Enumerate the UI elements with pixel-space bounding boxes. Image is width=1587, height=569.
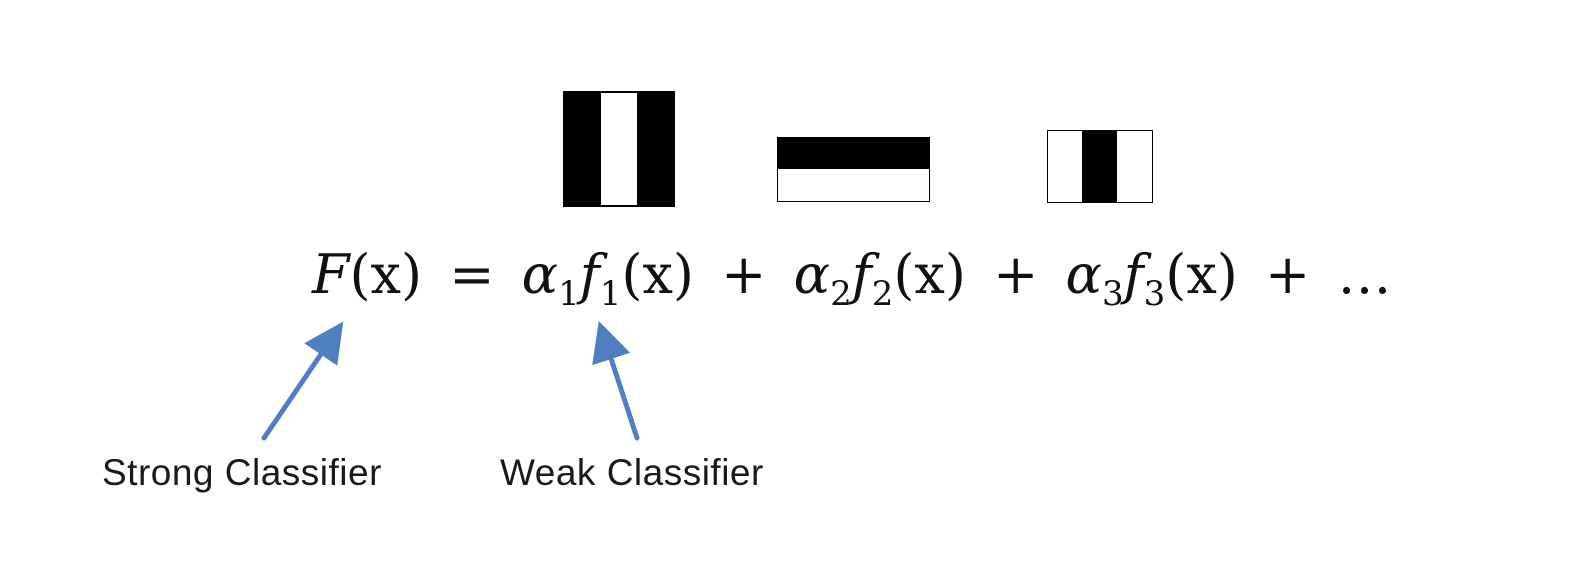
plus-sign: +	[1265, 243, 1311, 306]
feature-band	[778, 169, 929, 201]
feature-band	[1082, 131, 1117, 202]
weight-symbol: α	[793, 243, 831, 306]
term-argument: (x)	[621, 243, 694, 306]
strong-classifier-symbol: F	[312, 243, 350, 306]
weight-symbol: α	[521, 243, 559, 306]
feature-band	[1117, 131, 1152, 202]
equals-sign: =	[449, 243, 495, 306]
term-argument: (x)	[1165, 243, 1238, 306]
haar-feature-vertical-three-band-center-dark	[1047, 130, 1153, 203]
feature-band	[565, 93, 601, 205]
feature-band	[601, 93, 637, 205]
weak-classifier-subscript: 3	[1143, 274, 1166, 314]
weak-classifier-symbol: f	[851, 243, 872, 306]
plus-sign: +	[721, 243, 767, 306]
plus-sign: +	[993, 243, 1039, 306]
weak-classifier-label: Weak Classifier	[500, 452, 764, 493]
weight-symbol: α	[1065, 243, 1102, 306]
strong-classifier-label: Strong Classifier	[102, 452, 382, 493]
haar-feature-horizontal-two-band	[777, 137, 930, 202]
feature-band	[1048, 131, 1082, 202]
strong-classifier-arrow	[261, 321, 344, 441]
weak-classifier-subscript: 2	[871, 274, 894, 314]
lhs-argument: (x)	[349, 243, 423, 306]
weight-subscript: 1	[558, 274, 580, 314]
weak-classifier-symbol: f	[1123, 243, 1144, 306]
term-argument: (x)	[893, 243, 966, 306]
weak-classifier-symbol: f	[579, 243, 600, 306]
boosting-equation: F(x) = α1f1(x) + α2f2(x) + α3f3(x) + …	[312, 240, 1392, 314]
weak-classifier-arrow	[592, 320, 640, 441]
feature-band	[778, 138, 929, 169]
weak-classifier-subscript: 1	[599, 274, 622, 314]
haar-feature-vertical-three-band	[563, 91, 675, 207]
ellipsis: …	[1337, 243, 1392, 306]
feature-band	[637, 93, 673, 205]
weight-subscript: 3	[1102, 274, 1124, 314]
weight-subscript: 2	[830, 274, 852, 314]
